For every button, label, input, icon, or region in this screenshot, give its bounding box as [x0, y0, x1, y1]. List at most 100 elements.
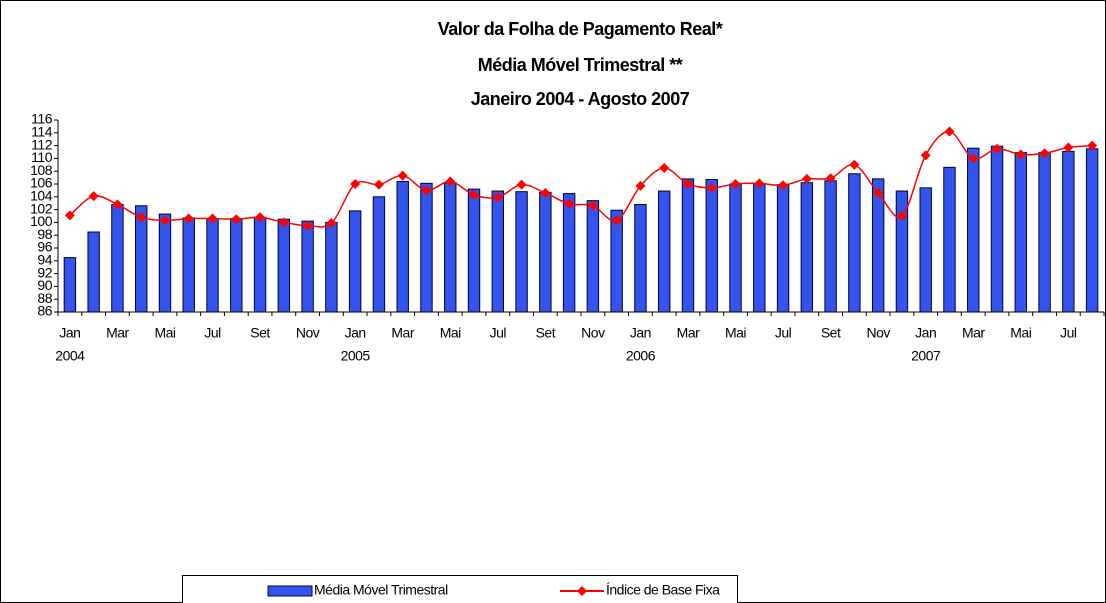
x-tick-label: Mai [725, 325, 746, 341]
x-tick-label: Nov [866, 325, 890, 341]
y-tick-label: 98 [37, 226, 52, 242]
x-tick-label: Mai [440, 325, 461, 341]
bar [990, 145, 1004, 313]
bar [705, 179, 718, 313]
bar [253, 216, 267, 313]
bar [372, 196, 386, 313]
line-marker [421, 185, 432, 196]
x-tick-label: Jan [345, 325, 366, 341]
line-marker [968, 153, 979, 164]
bar [1062, 150, 1075, 313]
line-marker [302, 220, 313, 231]
y-tick-label: 102 [30, 200, 53, 216]
x-tick-label: Jan [630, 325, 651, 341]
bar [277, 218, 291, 313]
line-marker [896, 211, 907, 221]
bar [562, 193, 576, 313]
chart-subtitle: Média Móvel Trimestral ** [478, 55, 683, 75]
line-marker [825, 173, 836, 184]
y-tick-label: 116 [31, 111, 53, 127]
legend-label: Média Móvel Trimestral [314, 582, 448, 598]
chart-title: Valor da Folha de Pagamento Real* [438, 19, 723, 39]
y-tick-label: 92 [37, 264, 52, 280]
line-marker [469, 189, 480, 200]
bar [515, 191, 528, 313]
legend-swatch [267, 585, 313, 597]
y-tick-label: 108 [30, 162, 53, 178]
line-marker [873, 187, 884, 198]
year-label: 2005 [341, 348, 371, 364]
line-marker [682, 179, 693, 189]
bar [776, 184, 790, 313]
line-marker [373, 179, 384, 190]
line-marker [397, 170, 408, 181]
line-marker [944, 126, 955, 137]
bar [206, 218, 219, 313]
year-label: 2007 [911, 348, 941, 364]
bar [491, 190, 505, 313]
line-marker [754, 178, 765, 189]
bar [301, 220, 314, 313]
bar [729, 183, 742, 313]
x-tick-label: Jul [204, 325, 221, 341]
bar [87, 231, 100, 313]
bar [919, 187, 932, 313]
x-tick-label: Nov [581, 325, 605, 341]
y-tick-label: 110 [31, 149, 53, 165]
line-marker [183, 213, 194, 224]
x-tick-label: Mai [1010, 325, 1031, 341]
x-tick-label: Mar [106, 325, 129, 341]
bar [348, 210, 362, 313]
line-marker [1015, 149, 1026, 160]
y-tick-label: 100 [30, 213, 53, 229]
y-tick-label: 104 [30, 188, 53, 204]
line-marker [492, 192, 503, 203]
line-marker [445, 176, 456, 187]
year-label: 2004 [55, 348, 85, 364]
bar [444, 182, 457, 313]
line-marker [1087, 140, 1098, 151]
line-marker [992, 143, 1003, 154]
line-marker [231, 214, 242, 225]
line-marker [207, 213, 218, 224]
line-marker [611, 215, 622, 226]
line-marker [64, 210, 75, 221]
line-marker [136, 212, 147, 223]
bar [967, 147, 980, 313]
chart-subtitle: Janeiro 2004 - Agosto 2007 [471, 89, 690, 109]
bar [1085, 148, 1099, 313]
line-marker [278, 217, 289, 228]
line-marker [920, 150, 931, 161]
line-marker [564, 198, 575, 209]
line-marker [801, 173, 812, 184]
bar [753, 182, 766, 313]
x-tick-label: Jul [775, 325, 792, 341]
x-tick-label: Nov [296, 325, 320, 341]
y-tick-label: 86 [37, 303, 52, 319]
line-marker [778, 180, 789, 191]
x-tick-label: Mar [677, 325, 700, 341]
x-tick-label: Jan [59, 325, 80, 341]
bar [111, 203, 124, 313]
bar [467, 188, 481, 313]
x-tick-label: Jul [490, 325, 507, 341]
line-marker [635, 180, 646, 191]
line-marker [159, 215, 170, 226]
x-tick-label: Mar [962, 325, 985, 341]
line-marker [540, 187, 551, 198]
x-tick-label: Jul [1060, 325, 1077, 341]
y-tick-label: 112 [31, 136, 53, 152]
bar [943, 166, 956, 313]
y-tick-label: 106 [30, 175, 53, 191]
y-tick-label: 88 [37, 290, 52, 306]
x-tick-label: Set [536, 325, 556, 341]
bar [634, 203, 647, 313]
year-label: 2006 [626, 348, 656, 364]
x-tick-label: Set [821, 325, 841, 341]
x-tick-label: Jan [915, 325, 936, 341]
line-marker [326, 218, 337, 229]
line-marker [659, 163, 670, 173]
line-marker [730, 179, 741, 189]
legend-label: Índice de Base Fixa [606, 582, 720, 598]
